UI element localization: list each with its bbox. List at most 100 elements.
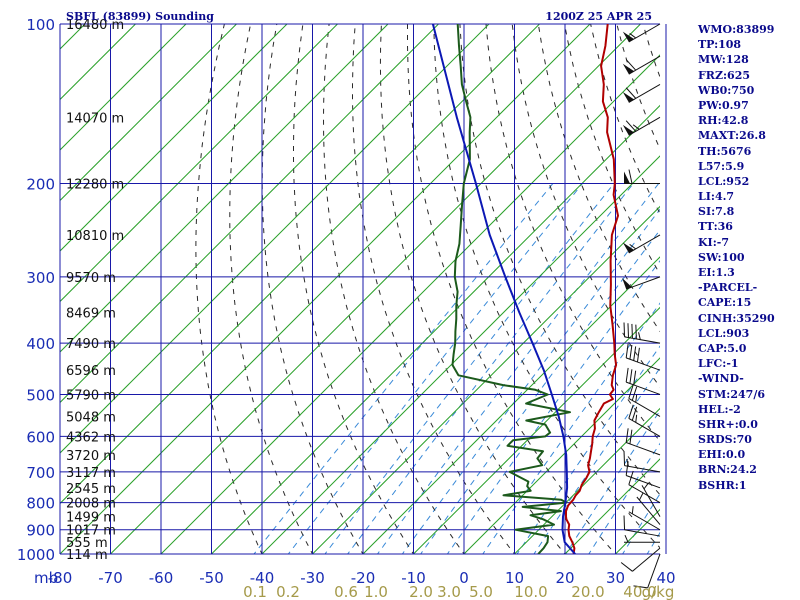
index-value: EI:1.3: [698, 266, 735, 279]
wind-barb: [628, 470, 661, 504]
wind-barbs: [620, 23, 661, 589]
x-tick-label: -50: [199, 569, 224, 587]
mixing-ratio-label: 2.0: [409, 583, 433, 600]
barb-feather: [633, 346, 637, 361]
mixing-ratio-line: [420, 229, 660, 554]
wind-barb: [628, 404, 661, 437]
height-label: 1017 m: [66, 524, 116, 539]
barb-feather: [636, 347, 640, 363]
x-tick-label: -40: [250, 569, 275, 587]
wind-barb: [622, 83, 661, 103]
sounding-profiles: [431, 24, 619, 554]
mixing-ratio-label: 1.0: [364, 583, 388, 600]
mixing-ratio-label: 3.0: [437, 583, 461, 600]
height-label: 8469 m: [66, 306, 116, 321]
barb-feather: [628, 169, 633, 184]
barb-shaft: [626, 357, 661, 371]
barb-feather: [631, 406, 638, 421]
barb-feather: [629, 345, 633, 360]
x-tick-label: 40: [656, 569, 675, 587]
barb-feather: [633, 370, 637, 385]
barb-flag: [622, 91, 635, 103]
mixing-ratio-line: [482, 302, 660, 554]
isotherm-lines: [60, 24, 660, 554]
isotherm-line: [60, 24, 439, 404]
mixing-ratio-label: 40.0: [623, 583, 656, 600]
dry-adiabat-line: [195, 24, 263, 554]
isotherm-line: [261, 155, 660, 554]
dry-adiabat-line: [322, 24, 465, 554]
wind-barb: [623, 451, 661, 473]
wind-barb: [623, 322, 661, 344]
barb-shaft: [624, 529, 661, 537]
dry-adiabat-line: [459, 24, 660, 496]
barb-feather: [633, 585, 648, 589]
barb-shaft: [626, 442, 661, 456]
isotherm-line: [60, 24, 540, 505]
isotherm-line: [564, 458, 660, 554]
index-value: TP:108: [698, 38, 742, 52]
wind-barb: [622, 116, 661, 136]
barb-shaft: [647, 553, 661, 588]
isotherm-line: [60, 24, 288, 252]
index-value: LI:4.7: [698, 190, 735, 204]
barb-shaft: [636, 496, 661, 525]
barb-feather: [628, 384, 634, 399]
barb-shaft: [632, 547, 661, 572]
mixing-ratio-label: 0.6: [334, 583, 358, 600]
barb-feather: [629, 33, 637, 39]
grid-lines: [59, 23, 667, 555]
dry-adiabat-line: [352, 24, 516, 554]
isotherm-line: [60, 24, 187, 151]
index-value: SI:7.8: [698, 205, 735, 219]
y-tick-label: 800: [26, 495, 55, 513]
index-value: -WIND-: [698, 372, 744, 386]
index-value: LCL:903: [698, 326, 750, 340]
x-tick-labels: mb-80 -70 -60 -50 -40 -30 -20 -10 0 10 20 30 40: [34, 569, 676, 587]
height-label: 2008 m: [66, 497, 116, 512]
barb-shaft: [626, 276, 661, 290]
barb-feather: [629, 243, 637, 250]
wind-barb: [622, 55, 661, 75]
index-value: BSHR:1: [698, 478, 747, 492]
barb-feather: [625, 367, 629, 383]
x-tick-label: 30: [606, 569, 625, 587]
y-tick-label: 600: [26, 428, 55, 446]
mixing-ratio-lines: [253, 183, 660, 554]
x-tick-label: -30: [300, 569, 325, 587]
y-tick-label: 400: [26, 335, 55, 353]
barb-feather: [625, 343, 629, 358]
index-value: PW:0.97: [698, 98, 749, 112]
barb-feather: [631, 323, 633, 339]
index-value: LFC:-1: [698, 357, 739, 371]
height-label: 555 m: [66, 536, 108, 551]
dry-adiabat-line: [379, 24, 566, 554]
isotherm-line: [110, 24, 641, 554]
isotherm-line: [211, 104, 660, 554]
dry-adiabat-lines: [195, 24, 660, 554]
y-tick-label: 1000: [17, 546, 55, 564]
temperature-profile: [565, 24, 619, 554]
chart-time: 1200Z 25 APR 25: [545, 10, 652, 23]
index-value: FRZ:625: [698, 68, 751, 82]
index-value: CAPE:15: [698, 296, 752, 310]
dry-adiabat-line: [229, 24, 314, 554]
wind-barb: [633, 553, 661, 589]
mixing-ratio-line: [346, 183, 634, 554]
mixing-ratio-label: 0.2: [276, 583, 300, 600]
height-label: 114 m: [66, 548, 108, 563]
isotherm-line: [60, 24, 591, 554]
wind-barb: [623, 515, 661, 537]
index-value: SHR+:0.0: [698, 417, 758, 431]
barb-flag: [622, 277, 632, 290]
index-value: CAP:5.0: [698, 341, 747, 355]
barb-shaft: [628, 397, 661, 417]
barb-feather: [632, 124, 640, 130]
wind-barb: [622, 234, 661, 254]
barb-feather: [625, 59, 637, 71]
barb-flag: [622, 63, 635, 75]
barb-feather: [638, 332, 641, 340]
barb-shaft: [624, 336, 661, 344]
index-value: WB0:750: [698, 83, 755, 97]
